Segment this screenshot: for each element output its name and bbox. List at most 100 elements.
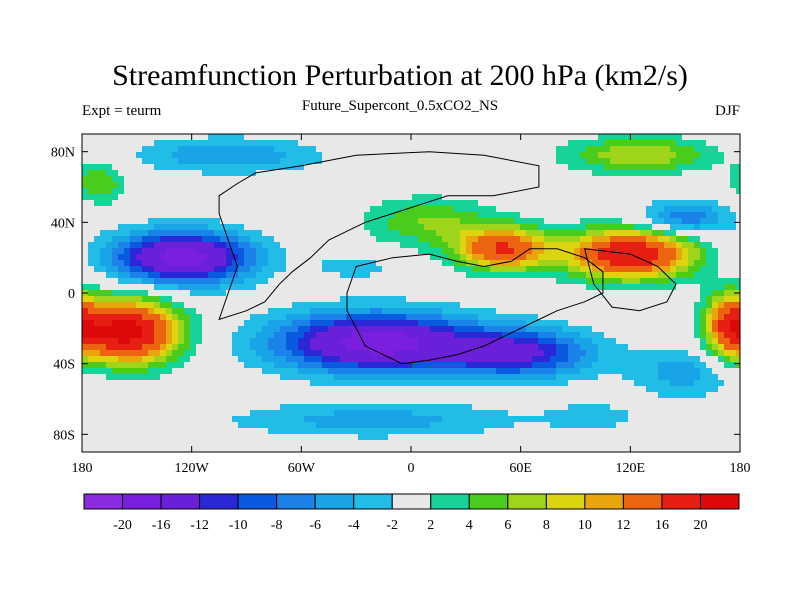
- contour-cell: [280, 440, 287, 447]
- contour-cell: [88, 242, 95, 249]
- contour-cell: [244, 386, 251, 393]
- contour-cell: [376, 218, 383, 225]
- contour-cell: [202, 230, 209, 237]
- contour-cell: [136, 140, 143, 147]
- contour-cell: [322, 242, 329, 249]
- contour-cell: [322, 314, 329, 321]
- contour-cell: [304, 302, 311, 309]
- contour-cell: [328, 194, 335, 201]
- contour-cell: [598, 134, 605, 141]
- contour-cell: [538, 332, 545, 339]
- contour-cell: [238, 260, 245, 267]
- contour-cell: [268, 188, 275, 195]
- contour-cell: [442, 410, 449, 417]
- contour-cell: [256, 206, 263, 213]
- contour-cell: [424, 224, 431, 231]
- contour-cell: [214, 308, 221, 315]
- contour-cell: [424, 356, 431, 363]
- contour-cell: [166, 296, 173, 303]
- contour-cell: [88, 392, 95, 399]
- contour-cell: [604, 440, 611, 447]
- contour-cell: [562, 164, 569, 171]
- contour-cell: [226, 326, 233, 333]
- contour-cell: [250, 176, 257, 183]
- contour-cell: [154, 350, 161, 357]
- contour-cell: [124, 152, 131, 159]
- contour-cell: [142, 146, 149, 153]
- contour-cell: [292, 170, 299, 177]
- contour-cell: [502, 416, 509, 423]
- contour-cell: [484, 296, 491, 303]
- contour-cell: [370, 200, 377, 207]
- contour-cell: [358, 200, 365, 207]
- contour-cell: [376, 194, 383, 201]
- contour-cell: [454, 176, 461, 183]
- contour-cell: [622, 242, 629, 249]
- contour-cell: [448, 152, 455, 159]
- contour-cell: [502, 410, 509, 417]
- contour-cell: [262, 188, 269, 195]
- contour-cell: [532, 344, 539, 351]
- contour-cell: [604, 230, 611, 237]
- contour-cell: [376, 248, 383, 255]
- contour-cell: [238, 218, 245, 225]
- contour-cell: [466, 422, 473, 429]
- contour-cell: [202, 374, 209, 381]
- contour-cell: [556, 314, 563, 321]
- contour-cell: [310, 158, 317, 165]
- contour-cell: [514, 446, 521, 453]
- contour-cell: [202, 446, 209, 453]
- contour-cell: [496, 314, 503, 321]
- contour-cell: [628, 158, 635, 165]
- contour-cell: [118, 374, 125, 381]
- contour-cell: [340, 194, 347, 201]
- contour-cell: [112, 362, 119, 369]
- contour-cell: [490, 164, 497, 171]
- contour-cell: [400, 260, 407, 267]
- contour-cell: [82, 278, 89, 285]
- contour-cell: [370, 230, 377, 237]
- contour-cell: [214, 266, 221, 273]
- contour-cell: [514, 314, 521, 321]
- contour-cell: [442, 194, 449, 201]
- contour-cell: [430, 338, 437, 345]
- contour-cell: [82, 194, 89, 201]
- contour-cell: [460, 176, 467, 183]
- contour-cell: [190, 260, 197, 267]
- contour-cell: [532, 200, 539, 207]
- contour-cell: [472, 146, 479, 153]
- contour-cell: [556, 326, 563, 333]
- contour-cell: [646, 194, 653, 201]
- contour-cell: [628, 248, 635, 255]
- contour-cell: [364, 290, 371, 297]
- contour-cell: [364, 356, 371, 363]
- contour-cell: [310, 176, 317, 183]
- contour-cell: [550, 164, 557, 171]
- contour-cell: [346, 272, 353, 279]
- contour-cell: [508, 182, 515, 189]
- contour-cell: [154, 158, 161, 165]
- contour-cell: [538, 176, 545, 183]
- contour-cell: [394, 248, 401, 255]
- contour-cell: [160, 224, 167, 231]
- contour-cell: [622, 272, 629, 279]
- contour-cell: [424, 254, 431, 261]
- contour-cell: [604, 266, 611, 273]
- contour-cell: [388, 344, 395, 351]
- contour-cell: [622, 338, 629, 345]
- contour-cell: [148, 314, 155, 321]
- contour-cell: [490, 266, 497, 273]
- contour-cell: [82, 410, 89, 417]
- contour-cell: [448, 356, 455, 363]
- contour-cell: [316, 350, 323, 357]
- contour-cell: [220, 314, 227, 321]
- contour-cell: [334, 200, 341, 207]
- contour-cell: [634, 386, 641, 393]
- contour-cell: [244, 332, 251, 339]
- contour-cell: [256, 404, 263, 411]
- contour-cell: [628, 212, 635, 219]
- contour-cell: [88, 338, 95, 345]
- contour-cell: [490, 212, 497, 219]
- contour-cell: [544, 254, 551, 261]
- contour-cell: [88, 254, 95, 261]
